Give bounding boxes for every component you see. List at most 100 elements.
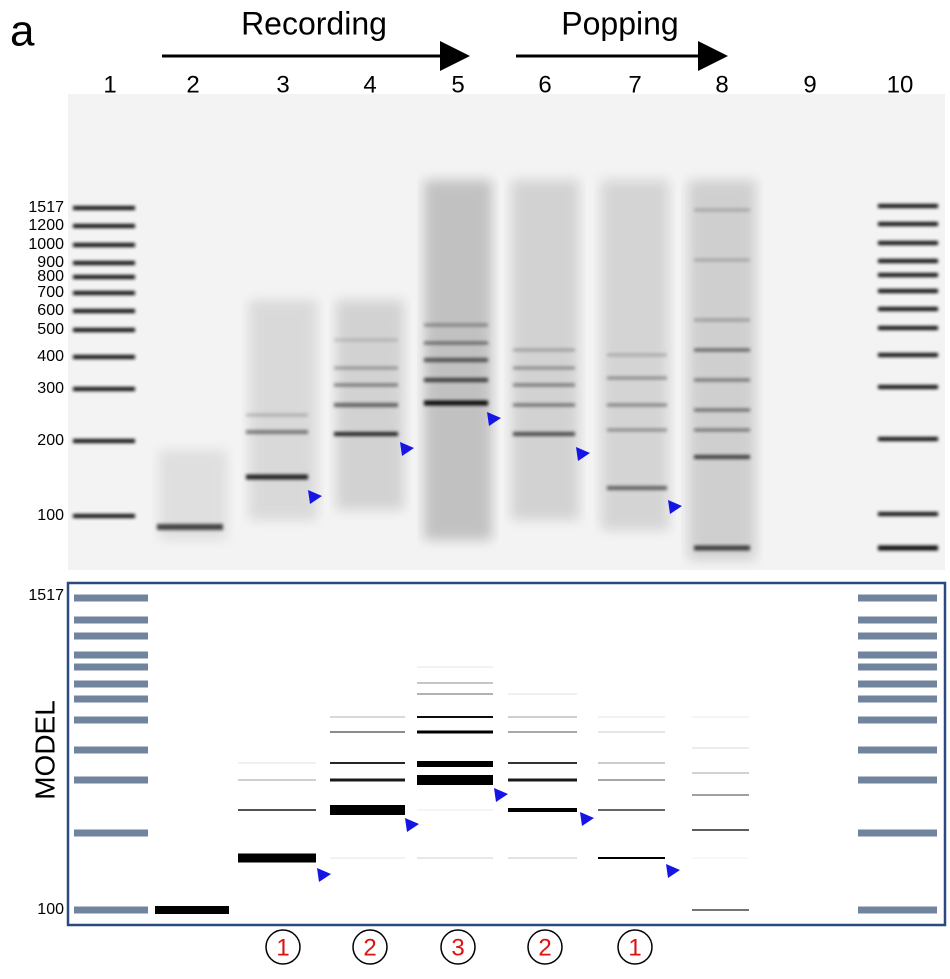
model-band (598, 857, 665, 859)
model-band (330, 731, 405, 733)
model-band (238, 809, 316, 811)
gel-band (73, 309, 135, 313)
model-ladder-band (74, 594, 148, 602)
size-marker: 1517 (28, 199, 64, 216)
gel-band (513, 348, 575, 352)
arrowhead (405, 818, 419, 832)
model-band (598, 779, 665, 781)
gel-band (694, 348, 750, 352)
model-band (692, 794, 749, 796)
model-band (508, 857, 577, 859)
lane-number: 7 (628, 71, 641, 98)
model-band (155, 906, 229, 914)
gel-band (424, 341, 488, 345)
gel-band (73, 275, 135, 279)
gel-band (878, 437, 938, 441)
model-ladder-band (858, 829, 937, 837)
gel-band (73, 243, 135, 247)
model-band (508, 762, 577, 764)
lane-number: 1 (103, 71, 116, 98)
step-number: 2 (538, 934, 551, 961)
step-number: 2 (363, 934, 376, 961)
step-number: 3 (451, 934, 464, 961)
model-band (508, 808, 577, 812)
gel-band (424, 378, 488, 382)
model-band (598, 762, 665, 764)
gel-band (694, 258, 750, 262)
model-band (417, 666, 493, 668)
model-ladder-band (858, 776, 937, 784)
model-ladder-band (858, 695, 937, 703)
gel-band (157, 524, 223, 530)
gel-band (694, 545, 750, 551)
size-marker: 600 (37, 302, 64, 319)
lane-number: 6 (538, 71, 551, 98)
model-band (417, 730, 493, 734)
size-marker: 400 (37, 348, 64, 365)
size-marker: 800 (37, 268, 64, 285)
arrowhead (666, 864, 680, 878)
model-ladder-band (74, 716, 148, 724)
lane-number: 4 (363, 71, 376, 98)
model-ladder-band (74, 616, 148, 624)
model-ladder-band (74, 695, 148, 703)
gel-band (73, 261, 135, 265)
model-band (330, 778, 405, 782)
lane-number: 9 (803, 71, 816, 98)
size-marker: 1000 (28, 236, 64, 253)
lane-number: 8 (715, 71, 728, 98)
arrow-label: Recording (241, 5, 387, 41)
gel-band (73, 355, 135, 359)
gel-band (878, 385, 938, 389)
model-band (238, 762, 316, 764)
model-band (417, 693, 493, 695)
model-band (417, 682, 493, 684)
model-band (417, 761, 493, 767)
model-band (692, 857, 749, 859)
gel-band (878, 222, 938, 226)
model-band (330, 716, 405, 718)
gel-band (334, 432, 398, 436)
model-ladder-band (858, 680, 937, 688)
model-ladder-band (74, 776, 148, 784)
gel-band (73, 439, 135, 443)
model-band (417, 809, 493, 811)
model-ladder-band (858, 632, 937, 640)
size-marker: 900 (37, 254, 64, 271)
model-bands (74, 594, 937, 914)
model-band (692, 747, 749, 749)
gel-band (334, 338, 398, 342)
model-ladder-band (74, 906, 148, 914)
gel-band (878, 512, 938, 516)
gel-band (694, 455, 750, 459)
gel-band (878, 259, 938, 263)
gel-band (424, 323, 488, 327)
model-band (598, 731, 665, 733)
gel-band (513, 383, 575, 387)
gel-band (694, 208, 750, 212)
model-ladder-band (858, 663, 937, 671)
size-marker: 1517 (28, 587, 64, 604)
gel-band (334, 383, 398, 387)
gel-band (73, 224, 135, 228)
step-circle (265, 929, 301, 965)
step-circle (440, 929, 476, 965)
panel-label: a (10, 7, 35, 56)
smear (249, 300, 317, 520)
gel-band (246, 413, 308, 417)
size-marker: 100 (37, 507, 64, 524)
step-circle (527, 929, 563, 965)
gel-band (607, 403, 667, 407)
model-band (417, 716, 493, 718)
gel-band (607, 376, 667, 380)
arrowhead (400, 442, 414, 456)
model-ladder-band (74, 663, 148, 671)
model-ladder-band (74, 632, 148, 640)
arrowhead (317, 868, 331, 882)
model-band (417, 775, 493, 785)
model-ladder-band (858, 651, 937, 659)
model-band (598, 716, 665, 718)
gel-bands (73, 180, 938, 560)
model-ladder-band (858, 906, 937, 914)
gel-band (694, 428, 750, 432)
